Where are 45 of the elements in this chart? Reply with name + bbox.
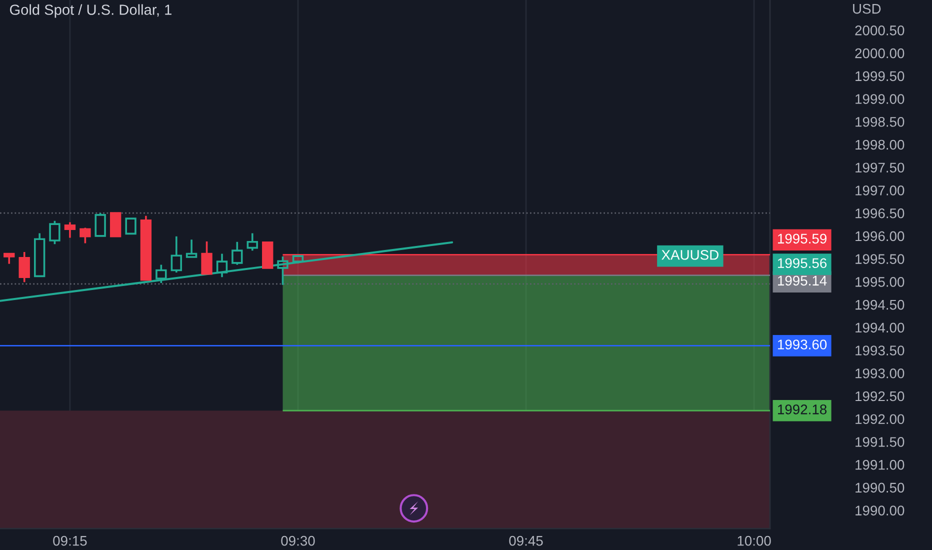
data-label: 1992.18 xyxy=(778,404,827,414)
y-tick-label: 1992.00 xyxy=(856,414,904,424)
y-tick-label: 1993.50 xyxy=(856,346,904,356)
y-tick-label: 1996.00 xyxy=(856,231,904,242)
candlestick xyxy=(156,264,167,284)
y-tick-label: 1993.00 xyxy=(856,368,904,378)
y-tick-label: 1996.50 xyxy=(856,208,904,218)
candlestick xyxy=(277,256,288,286)
x-tick-label: 09:45 xyxy=(509,536,543,546)
y-tick-label: 1994.50 xyxy=(856,300,904,310)
y-tick-label: 1990.00 xyxy=(856,506,904,516)
x-tick-label: 10:00 xyxy=(738,536,771,546)
y-tick-label: 1992.50 xyxy=(856,391,904,402)
ref-line-label: 1993.60 xyxy=(778,340,827,350)
y-tick-label: 1991.50 xyxy=(856,437,904,447)
y-tick-label: 1995.00 xyxy=(856,277,904,287)
candlestick xyxy=(186,238,198,258)
candlestick xyxy=(216,252,228,278)
y-tick-label: 1991.00 xyxy=(856,460,904,470)
data-label: 1995.59 xyxy=(778,234,826,244)
y-axis-title: USD xyxy=(853,4,881,14)
y-tick-label: 2000.50 xyxy=(855,26,904,36)
candlestick xyxy=(64,221,76,239)
y-tick-label: 1998.50 xyxy=(856,116,904,127)
text: 1995.56 xyxy=(778,258,827,268)
data-label: 1995.14 xyxy=(778,276,827,286)
candlestick xyxy=(4,252,15,265)
x-tick-label: 09:15 xyxy=(53,536,87,546)
y-tick-label: 1994.00 xyxy=(856,322,904,333)
y-tick-label: 2000.00 xyxy=(855,48,904,58)
chart-title: Gold Spot / U.S. Dollar, 1 xyxy=(10,4,172,18)
candlestick xyxy=(18,251,30,284)
y-tick-label: 1997.50 xyxy=(856,162,904,173)
candlestick xyxy=(170,236,182,274)
candlestick xyxy=(246,232,258,252)
y-tick-label: 1997.00 xyxy=(856,186,904,196)
candlestick xyxy=(201,240,212,275)
annotation: XAUUSD xyxy=(662,250,718,260)
y-tick-label: 1999.50 xyxy=(856,71,904,82)
candlestick xyxy=(232,240,243,266)
y-tick-label: 1999.00 xyxy=(856,94,904,104)
y-tick-label: 1998.00 xyxy=(856,140,904,150)
y-tick-label: 1995.50 xyxy=(856,254,904,264)
x-tick-label: 09:30 xyxy=(281,536,315,546)
y-tick-label: 1990.50 xyxy=(856,482,904,493)
